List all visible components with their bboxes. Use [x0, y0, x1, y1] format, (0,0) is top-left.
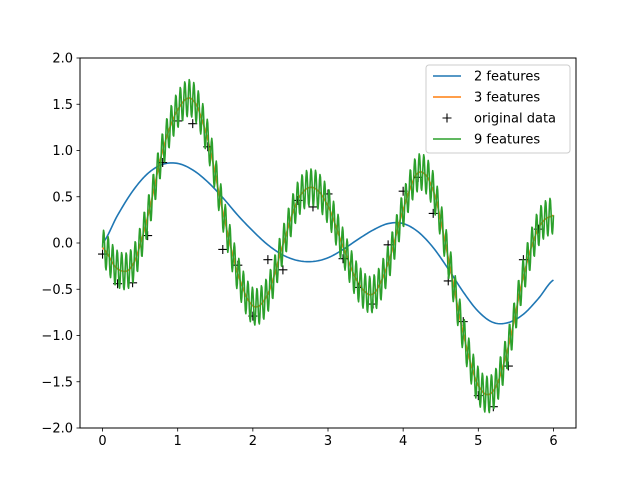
- y-tick-label: −1.0: [41, 329, 73, 344]
- x-tick-label: 0: [98, 434, 106, 449]
- y-tick-label: 2.0: [52, 52, 73, 67]
- x-tick-label: 4: [399, 434, 407, 449]
- y-tick-label: 0.5: [52, 190, 73, 205]
- y-tick-label: −0.5: [41, 283, 73, 298]
- series-layer: [98, 78, 555, 414]
- legend-label-original-data: original data: [474, 112, 556, 127]
- y-tick-label: −1.5: [41, 375, 73, 390]
- legend: 2 features 3 features original data 9 featu…: [425, 64, 571, 154]
- x-tick-label: 6: [549, 434, 557, 449]
- data-point: [218, 244, 228, 254]
- data-point: [263, 255, 273, 265]
- data-point: [158, 158, 168, 168]
- x-tick-label: 3: [324, 434, 332, 449]
- legend-label-9-features: 9 features: [474, 133, 540, 148]
- series-line-2-features: [101, 162, 554, 325]
- y-tick-label: 0.0: [52, 237, 73, 252]
- x-tick-label: 5: [474, 434, 482, 449]
- legend-box: [425, 64, 571, 154]
- y-tick-label: −2.0: [41, 422, 73, 437]
- y-tick-label: 1.0: [52, 144, 73, 159]
- data-point: [188, 119, 198, 129]
- legend-label-3-features: 3 features: [474, 91, 540, 106]
- data-point: [278, 265, 288, 275]
- legend-marker-original-data: [442, 113, 452, 123]
- series-line-9-features: [101, 78, 555, 414]
- x-tick-label: 1: [174, 434, 182, 449]
- y-tick-label: 1.5: [52, 98, 73, 113]
- ticks-layer: 0 1 2 3 4 5 6 −2.0 −1.5 −1.0 −0.5 0.0 0.5 1.0 1.5 2.0: [41, 52, 557, 450]
- x-tick-label: 2: [249, 434, 257, 449]
- data-point: [428, 208, 438, 218]
- legend-label-2-features: 2 features: [474, 70, 540, 85]
